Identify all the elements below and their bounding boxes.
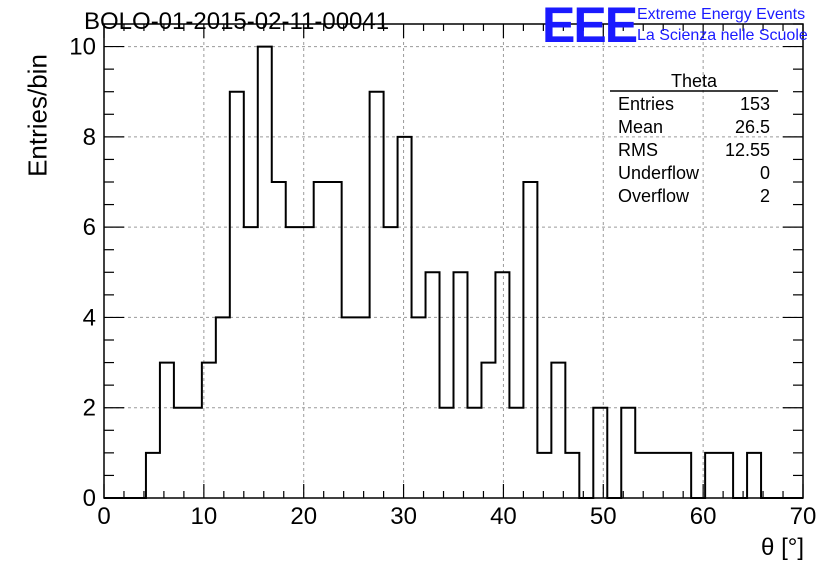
histogram-bin xyxy=(244,227,258,498)
stats-row-label: RMS xyxy=(618,140,658,160)
stats-row-value: 153 xyxy=(740,94,770,114)
y-tick-label: 2 xyxy=(83,395,96,422)
x-tick-label: 60 xyxy=(690,503,717,530)
stats-row-value: 26.5 xyxy=(735,117,770,137)
histogram-bin xyxy=(384,227,398,498)
histogram-bin xyxy=(593,408,607,498)
logo-line-2: La Scienza nelle Scuole xyxy=(637,27,808,44)
histogram-bin xyxy=(635,453,649,498)
histogram-bin xyxy=(677,453,691,498)
logo-caption: Extreme Energy Events La Scienza nelle S… xyxy=(637,4,808,46)
y-tick-label: 10 xyxy=(69,34,96,61)
stats-row-value: 2 xyxy=(760,186,770,206)
stats-row-label: Mean xyxy=(618,117,663,137)
histogram-bin xyxy=(705,453,719,498)
histogram-bin xyxy=(719,453,733,498)
y-tick-label: 0 xyxy=(83,485,96,512)
histogram-bin xyxy=(286,227,300,498)
stats-row-value: 0 xyxy=(760,163,770,183)
histogram-bin xyxy=(621,408,635,498)
histogram-bin xyxy=(328,182,342,498)
y-tick-label: 4 xyxy=(83,304,96,331)
plot-frame xyxy=(103,23,804,499)
histogram-bin xyxy=(481,363,495,498)
histogram-bin xyxy=(523,182,537,498)
histogram-bin xyxy=(230,92,244,498)
stats-row-label: Underflow xyxy=(618,163,700,183)
y-axis-label: Entries/bin xyxy=(22,54,53,177)
histogram-bin xyxy=(258,47,272,498)
histogram-bin xyxy=(202,363,216,498)
stats-row-label: Entries xyxy=(618,94,674,114)
stats-row-value: 12.55 xyxy=(725,140,770,160)
x-tick-label: 30 xyxy=(390,503,417,530)
x-tick-label: 0 xyxy=(97,503,110,530)
y-tick-label: 6 xyxy=(83,214,96,241)
histogram-bin xyxy=(537,453,551,498)
histogram-outline xyxy=(104,45,803,499)
histogram-bin xyxy=(454,272,468,498)
histogram-bin xyxy=(160,363,174,498)
x-tick-label: 70 xyxy=(790,503,817,530)
histogram-bin xyxy=(495,272,509,498)
logo-line-1: Extreme Energy Events xyxy=(637,6,806,23)
histogram-bin xyxy=(551,363,565,498)
histogram-bin xyxy=(314,182,328,498)
histogram-bin xyxy=(188,408,202,498)
eee-logo: EEE xyxy=(542,0,638,53)
histogram-bin xyxy=(649,453,663,498)
histogram-bin xyxy=(663,453,677,498)
histogram-bin xyxy=(440,408,454,498)
stats-box-title: Theta xyxy=(671,71,718,91)
histogram-bin xyxy=(272,182,286,498)
x-tick-label: 50 xyxy=(590,503,617,530)
histogram-bin xyxy=(426,272,440,498)
histogram-bin xyxy=(342,317,356,498)
y-tick-label: 8 xyxy=(83,124,96,151)
histogram-bin xyxy=(509,408,523,498)
histogram-bin xyxy=(467,408,481,498)
x-tick-label: 40 xyxy=(490,503,517,530)
x-tick-label: 20 xyxy=(290,503,317,530)
histogram-bin xyxy=(747,453,761,498)
x-tick-label: 10 xyxy=(191,503,218,530)
histogram-bin xyxy=(370,92,384,498)
histogram-bin xyxy=(146,453,160,498)
histogram-bin xyxy=(300,227,314,498)
stats-row-label: Overflow xyxy=(618,186,690,206)
histogram-bin xyxy=(216,317,230,498)
chart-title: BOLO-01-2015-02-11-00041 xyxy=(84,8,390,35)
x-axis-label: θ [°] xyxy=(761,534,804,561)
histogram-bin xyxy=(174,408,188,498)
histogram-bin xyxy=(565,453,579,498)
